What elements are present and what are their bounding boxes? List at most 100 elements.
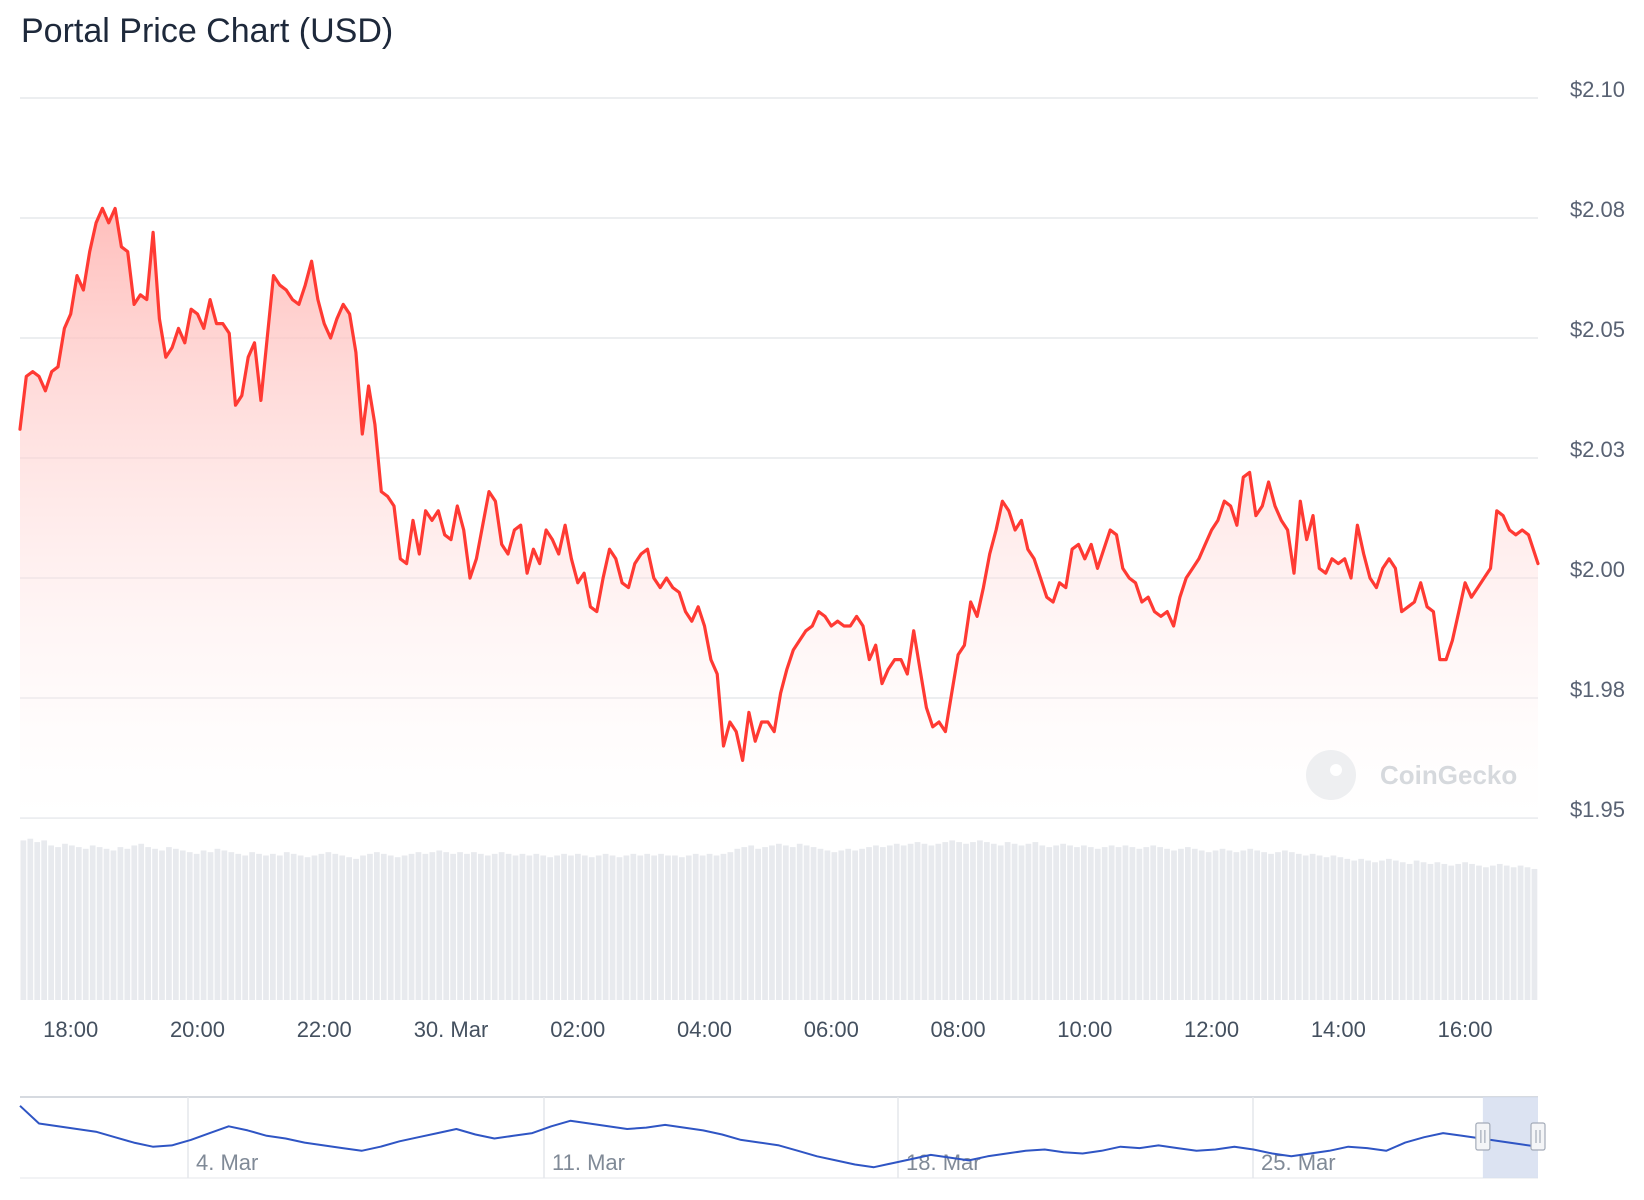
volume-bar	[1212, 850, 1219, 1000]
y-tick-label: $2.08	[1570, 197, 1625, 222]
price-area	[18, 206, 1540, 818]
range-navigator[interactable]: 4. Mar 11. Mar 18. Mar 25. Mar	[19, 1096, 1546, 1179]
volume-bar	[131, 845, 138, 1000]
volume-bar	[526, 855, 533, 1000]
y-tick-label: $2.03	[1570, 437, 1625, 462]
volume-bar	[1316, 855, 1323, 1000]
x-tick-label: 14:00	[1311, 1017, 1366, 1042]
navigator-handle[interactable]	[1530, 1122, 1546, 1151]
volume-bar	[1254, 850, 1261, 1000]
volume-bar	[179, 850, 186, 1000]
x-tick-label: 18:00	[43, 1017, 98, 1042]
volume-bar	[464, 853, 470, 1000]
volume-bar	[346, 857, 353, 1000]
volume-bar	[1011, 843, 1018, 1000]
volume-bar	[1233, 852, 1240, 1000]
navigator-date-label: 18. Mar	[906, 1150, 981, 1175]
y-tick-label: $1.98	[1570, 677, 1625, 702]
volume-bar	[699, 855, 706, 1000]
x-tick-label: 20:00	[170, 1017, 225, 1042]
volume-bar	[1184, 847, 1191, 1000]
volume-bar	[1524, 867, 1531, 1000]
volume-bar	[1503, 865, 1510, 1000]
volume-bar	[34, 842, 41, 1000]
x-tick-label: 10:00	[1057, 1017, 1112, 1042]
volume-bar	[138, 843, 145, 1000]
volume-bars	[20, 838, 1538, 1000]
navigator-handle[interactable]	[1475, 1122, 1491, 1151]
volume-bar	[533, 853, 540, 1000]
volume-bar	[304, 857, 311, 1000]
volume-bar	[1094, 848, 1101, 1000]
volume-bar	[810, 847, 817, 1000]
volume-bar	[276, 855, 283, 1000]
volume-bar	[1483, 867, 1489, 1000]
volume-bar	[380, 853, 387, 1000]
volume-bar	[1101, 847, 1108, 1000]
navigator-date-label: 11. Mar	[552, 1150, 625, 1175]
volume-bar	[415, 852, 422, 1000]
volume-bar	[443, 852, 450, 1000]
volume-bar	[249, 852, 255, 1000]
volume-bar	[360, 855, 366, 1000]
volume-bar	[1074, 847, 1080, 1000]
volume-bar	[734, 848, 741, 1000]
price-area-fill	[20, 208, 1538, 818]
volume-bar	[1150, 845, 1157, 1000]
volume-bar	[609, 855, 616, 1000]
x-tick-label: 16:00	[1438, 1017, 1493, 1042]
volume-bar	[1046, 847, 1053, 1000]
volume-bar	[1399, 862, 1406, 1000]
volume-bar	[1247, 848, 1254, 1000]
volume-bar	[1476, 865, 1482, 1000]
volume-bar	[1323, 857, 1330, 1000]
volume-bar	[1392, 860, 1399, 1000]
navigator-selection[interactable]	[1482, 1097, 1538, 1178]
chart-title: Portal Price Chart (USD)	[21, 12, 394, 50]
volume-bar	[921, 843, 928, 1000]
price-line	[18, 206, 1540, 762]
volume-bar	[1496, 863, 1503, 1000]
volume-bar	[1282, 850, 1288, 1000]
volume-bar	[484, 855, 491, 1000]
x-tick-label: 04:00	[677, 1017, 732, 1042]
volume-bar	[1108, 845, 1115, 1000]
volume-bar	[935, 843, 942, 1000]
volume-bar	[928, 845, 935, 1000]
volume-bar	[1164, 848, 1170, 1000]
volume-bar	[1039, 845, 1046, 1000]
volume-bar	[1191, 848, 1198, 1000]
volume-bar	[1226, 850, 1233, 1000]
volume-bar	[1122, 845, 1129, 1000]
navigator-line	[19, 1105, 1539, 1169]
volume-bar	[1067, 845, 1073, 1000]
volume-bar	[1531, 868, 1538, 1000]
volume-bar	[1406, 863, 1413, 1000]
volume-bar	[1004, 842, 1011, 1000]
volume-bar	[374, 852, 380, 1000]
navigator-handle-grip[interactable]	[1475, 1122, 1491, 1151]
y-tick-label: $2.05	[1570, 317, 1625, 342]
volume-bar	[457, 852, 463, 1000]
volume-bar	[1365, 860, 1371, 1000]
navigator-handle-grip[interactable]	[1530, 1122, 1546, 1151]
volume-bar	[748, 845, 755, 1000]
volume-bar	[353, 858, 359, 1000]
volume-bar	[1379, 860, 1385, 1000]
volume-bar	[1288, 852, 1295, 1000]
volume-bar	[318, 853, 325, 1000]
volume-bar	[221, 850, 228, 1000]
volume-bar	[512, 855, 519, 1000]
volume-bar	[866, 847, 872, 1000]
volume-bar	[831, 852, 838, 1000]
volume-bar	[907, 843, 914, 1000]
volume-bar	[82, 848, 89, 1000]
volume-bar	[491, 853, 498, 1000]
volume-bar	[1240, 850, 1247, 1000]
volume-bar	[644, 853, 651, 1000]
volume-bar	[1358, 858, 1365, 1000]
volume-bar	[1268, 853, 1274, 1000]
volume-bar	[1386, 858, 1392, 1000]
volume-bar	[394, 857, 401, 1000]
volume-bar	[477, 853, 484, 1000]
